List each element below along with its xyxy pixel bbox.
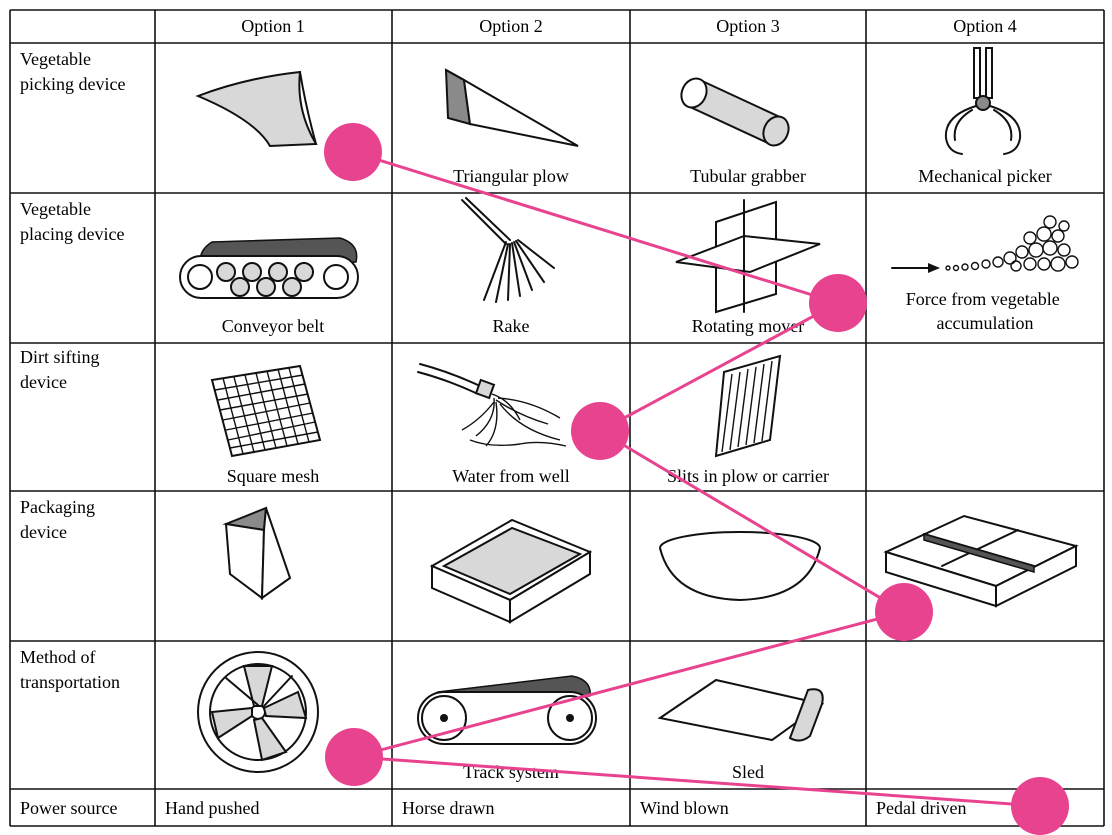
caption-square-mesh: Square mesh: [227, 466, 319, 486]
selection-dot-power: [1011, 777, 1069, 835]
power-wind-blown: Wind blown: [640, 798, 729, 818]
row-label-sifting: Dirt sifting device: [20, 347, 104, 392]
caption-rake: Rake: [493, 316, 530, 336]
rotating-mover-icon: [675, 199, 821, 314]
power-hand-pushed: Hand pushed: [165, 798, 259, 818]
column-header-option-1: Option 1: [241, 16, 305, 36]
slits-plow-icon: [714, 354, 782, 458]
caption-tubular-grabber: Tubular grabber: [690, 166, 806, 186]
square-mesh-icon: [210, 364, 322, 458]
sled-icon: [657, 678, 825, 742]
power-horse-drawn: Horse drawn: [402, 798, 494, 818]
rake-icon: [461, 197, 555, 303]
caption-triangular-plow: Triangular plow: [453, 166, 569, 186]
tubular-grabber-icon: [680, 77, 790, 147]
bowl-icon: [659, 531, 821, 602]
selection-dot-placing: [809, 274, 867, 332]
selection-path: [324, 123, 1069, 835]
selection-dot-sifting: [571, 402, 629, 460]
column-header-option-2: Option 2: [479, 16, 543, 36]
selection-dot-picking: [324, 123, 382, 181]
vegetable-accumulation-icon: [891, 215, 1079, 273]
caption-rotating-mover: Rotating mover: [692, 316, 804, 336]
caption-sled: Sled: [732, 762, 764, 782]
water-hose-icon: [417, 363, 567, 447]
triangular-plow-icon: [444, 68, 579, 147]
divided-tray-icon: [883, 514, 1079, 608]
selection-dot-packaging: [875, 583, 933, 641]
wheel-icon: [197, 651, 319, 773]
caption-conveyor-belt: Conveyor belt: [222, 316, 324, 336]
power-pedal-driven: Pedal driven: [876, 798, 966, 818]
row-label-packaging: Packaging device: [20, 497, 99, 542]
table-grid: [9, 9, 1105, 827]
caption-water-from-well: Water from well: [452, 466, 570, 486]
caption-mechanical-picker: Mechanical picker: [918, 166, 1051, 186]
row-label-picking: Vegetable picking device: [20, 49, 125, 94]
mechanical-picker-icon: [944, 47, 1022, 155]
caption-slits-in-plow: Slits in plow or carrier: [667, 466, 829, 486]
triangular-prism-icon: [222, 506, 292, 600]
column-header-option-3: Option 3: [716, 16, 780, 36]
conveyor-belt-icon: [179, 237, 359, 299]
selection-path-line: [352, 150, 1041, 808]
row-label-power: Power source: [20, 798, 117, 818]
row-label-placing: Vegetable placing device: [20, 199, 124, 244]
curved-scoop-icon: [195, 70, 318, 148]
open-box-icon: [429, 518, 593, 624]
column-header-option-4: Option 4: [953, 16, 1017, 36]
caption-vegetable-accumulation: Force from vegetable accumulation: [906, 289, 1064, 333]
selection-dot-transportation: [325, 728, 383, 786]
row-label-transportation: Method of transportation: [20, 647, 120, 692]
